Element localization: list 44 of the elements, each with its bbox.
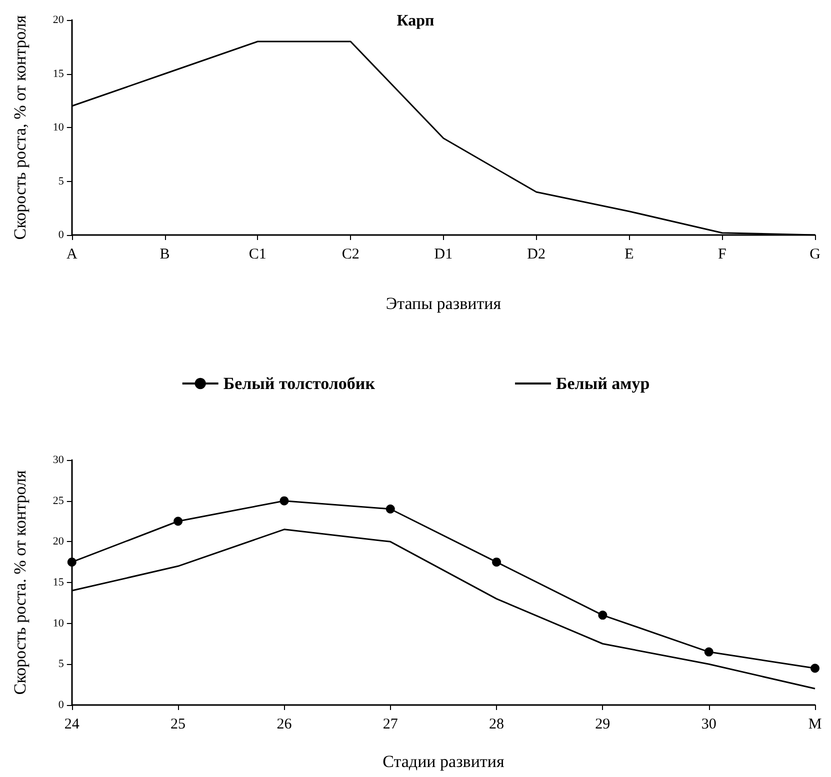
y-tick-label: 10 [52,617,64,630]
x-tick-label: 29 [595,716,610,732]
legend-label: Белый толстолобик [223,374,376,393]
x-tick-label: C1 [248,246,266,262]
x-tick-label: 25 [170,716,186,732]
y-tick-label: 5 [58,175,64,188]
y-tick-label: 30 [52,454,64,466]
y-axis-title: Скорость роста, % от контроля [10,15,30,240]
x-tick-label: C2 [342,246,360,262]
x-tick-label: M [808,716,822,732]
chart-title: Карп [396,12,434,30]
x-tick-label: B [160,246,170,262]
x-tick-label: 24 [64,716,80,732]
point [67,558,76,567]
y-tick-label: 0 [58,229,64,241]
x-tick-label: G [810,246,821,262]
x-tick-label: A [66,246,78,262]
y-tick-label: 25 [52,494,64,507]
x-tick-label: D2 [527,246,546,262]
x-tick-label: F [718,246,726,262]
point [386,504,395,514]
y-tick-label: 15 [52,68,64,80]
x-tick-label: 30 [701,716,716,732]
point [280,496,289,506]
x-tick-label: E [624,246,634,262]
point [704,647,714,656]
y-tick-label: 20 [52,536,64,548]
x-tick-label: 26 [276,716,292,732]
legend-label: Белый амур [556,374,650,393]
y-tick-label: 20 [52,14,64,26]
point [492,558,502,567]
x-axis-title: Этапы развития [386,294,502,313]
x-tick-label: D1 [434,246,453,262]
y-tick-label: 10 [52,122,64,134]
x-tick-label: 28 [489,716,504,732]
x-axis-title: Стадии развития [382,752,504,771]
y-tick-label: 0 [58,699,64,711]
x-tick-label: 27 [382,716,398,732]
y-tick-label: 15 [52,576,64,588]
y-tick-label: 5 [58,658,64,670]
point [174,516,183,526]
y-axis-title: Скорость роста. % от контроля [10,470,30,695]
point [810,664,820,673]
point [598,610,608,620]
